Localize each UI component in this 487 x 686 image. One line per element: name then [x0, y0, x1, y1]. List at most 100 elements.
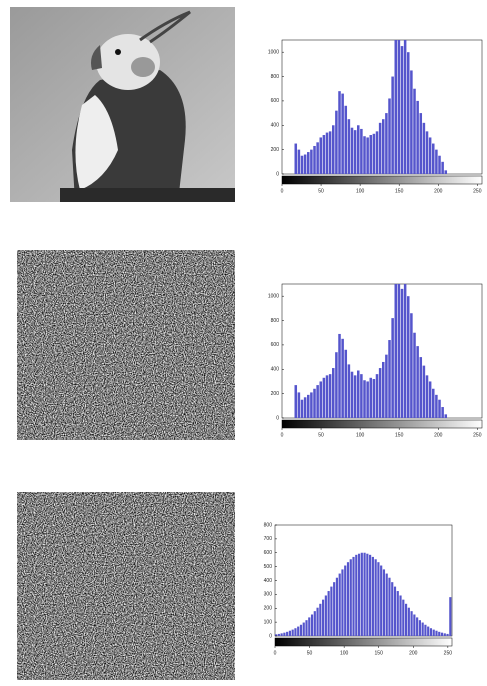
histogram-bar — [403, 40, 407, 174]
histogram-bar — [372, 379, 376, 418]
y-tick-label: 400 — [264, 578, 273, 584]
histogram-bar — [416, 617, 419, 636]
histogram-bar — [413, 88, 416, 174]
x-tick-label: 150 — [395, 432, 404, 438]
histogram-bar — [357, 370, 360, 418]
histogram-bar — [288, 630, 291, 636]
histogram-bar — [280, 633, 283, 636]
histogram-bar — [404, 603, 408, 636]
histogram-bar — [328, 131, 332, 174]
histogram-bar — [357, 125, 360, 174]
y-tick-label: 1000 — [268, 294, 279, 300]
histogram-bar — [402, 599, 405, 636]
histogram-bar — [355, 554, 358, 636]
histogram-bar — [347, 364, 351, 418]
histogram-bar — [360, 128, 363, 174]
histogram-bar — [294, 143, 298, 174]
histogram-bar — [328, 374, 332, 418]
histogram-bar — [400, 46, 404, 174]
x-tick-label: 150 — [395, 188, 404, 194]
histogram-bar — [435, 630, 438, 636]
x-tick-label: 200 — [409, 650, 418, 656]
y-tick-label: 0 — [269, 633, 272, 639]
histogram-bar — [391, 318, 394, 418]
histogram-bar — [330, 586, 333, 636]
x-tick-label: 250 — [473, 432, 482, 438]
histogram-bar — [310, 392, 313, 418]
histogram-bar — [394, 40, 398, 174]
y-tick-label: 500 — [264, 564, 273, 570]
histogram-bar — [303, 154, 307, 174]
histogram-bar — [377, 562, 380, 636]
histogram-bar — [324, 595, 327, 636]
histogram-bar — [443, 633, 446, 636]
histogram-bar — [391, 76, 394, 174]
histogram-bar — [338, 91, 341, 174]
histogram-bar — [413, 614, 416, 636]
histogram-bar — [313, 388, 316, 418]
histogram-bar — [407, 607, 410, 636]
histogram-bar — [302, 622, 305, 636]
histogram-bar — [435, 394, 438, 418]
histogram-bar — [435, 149, 438, 174]
histogram-bar — [297, 149, 301, 174]
histogram-bar — [316, 607, 319, 636]
histogram-bar — [283, 632, 286, 636]
histogram-bar — [291, 629, 294, 636]
colorbar — [274, 637, 453, 647]
histogram-bar — [360, 552, 363, 636]
histogram-bar — [360, 374, 363, 418]
histogram-bar — [432, 629, 435, 636]
histogram-bar — [369, 554, 372, 636]
histogram-bar — [407, 52, 410, 174]
histogram-bar — [350, 371, 354, 418]
histogram-bar — [372, 133, 376, 174]
y-tick-label: 600 — [271, 342, 280, 348]
encrypted-image — [17, 492, 235, 680]
histogram-bar — [338, 333, 341, 418]
histogram-bar — [286, 631, 289, 636]
histogram-bar — [335, 110, 338, 174]
histogram-bar — [344, 565, 347, 636]
histogram-bar — [438, 631, 441, 636]
histogram-bar — [385, 573, 388, 636]
x-tick-label: 200 — [434, 188, 443, 194]
histogram-bar — [444, 170, 448, 174]
x-tick-label: 250 — [444, 650, 453, 656]
histogram-bar — [322, 377, 326, 418]
x-tick-label: 150 — [375, 650, 384, 656]
histogram-bar — [425, 375, 429, 418]
histogram-bar — [429, 628, 433, 636]
histogram-bar — [428, 137, 432, 174]
scrambled-image — [17, 250, 235, 440]
histogram-bar — [378, 122, 382, 174]
histogram-bar — [299, 624, 303, 636]
histogram-bar — [449, 597, 452, 636]
histogram-bar — [397, 40, 401, 174]
histogram-bar — [440, 632, 444, 636]
histogram-bar — [300, 399, 304, 418]
histogram-bar — [382, 361, 385, 418]
histogram-bar — [363, 380, 366, 418]
histogram-bar — [419, 113, 423, 174]
histogram-bar — [369, 377, 373, 418]
histogram-bar — [297, 626, 300, 636]
histogram-bar — [322, 135, 326, 174]
histogram-bar — [366, 137, 369, 174]
histogram-bar — [303, 397, 307, 418]
x-tick-label: 250 — [473, 188, 482, 194]
histogram-bar — [305, 620, 308, 636]
histogram-bar — [403, 284, 407, 418]
histogram-bar — [307, 152, 310, 174]
histogram-bar — [341, 338, 344, 418]
histogram-bar — [388, 98, 391, 174]
histogram-bar — [363, 136, 366, 174]
histogram-bar — [316, 385, 319, 418]
histogram-bar — [275, 634, 278, 636]
y-tick-label: 400 — [271, 123, 280, 129]
histogram-bar — [347, 119, 351, 174]
histogram-bar — [319, 603, 322, 636]
y-tick-label: 200 — [271, 147, 280, 153]
histogram-bar — [366, 553, 369, 636]
